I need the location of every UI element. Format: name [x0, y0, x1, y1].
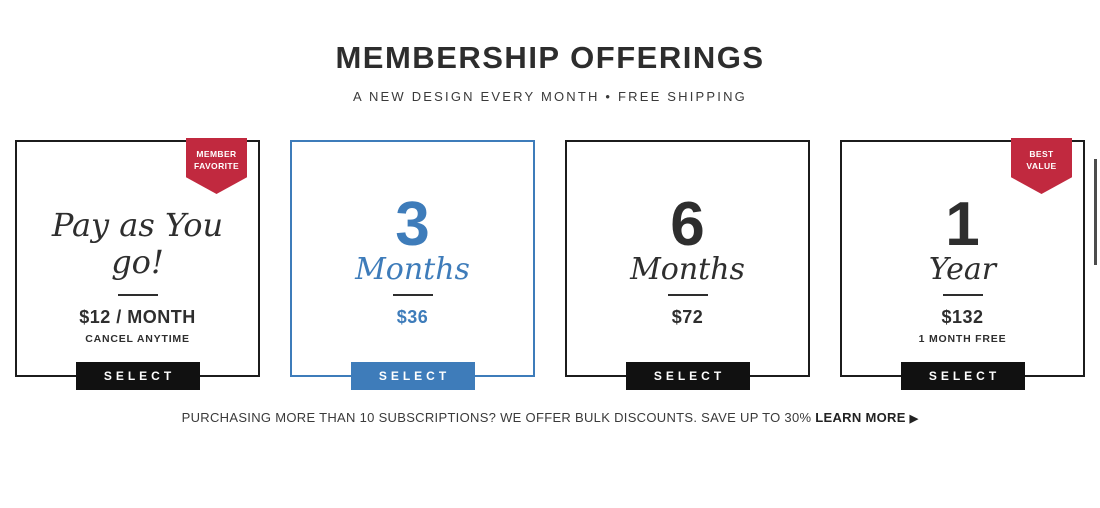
- plan-cards-row: MEMBER FAVORITE Pay as You go! $12 / MON…: [0, 138, 1100, 390]
- learn-more-label: LEARN MORE: [815, 410, 906, 425]
- plan-price: $36: [396, 307, 429, 327]
- plan-card-3-months: 3 Months $36 SELECT: [290, 140, 535, 390]
- plan-unit: Months: [630, 252, 745, 287]
- divider: [117, 294, 158, 296]
- plan-title-line2: go!: [111, 243, 164, 282]
- page-header: MEMBERSHIP OFFERINGS A NEW DESIGN EVERY …: [0, 0, 1100, 103]
- select-button-1-year[interactable]: SELECT: [900, 362, 1025, 390]
- badge-label-line2: VALUE: [1026, 160, 1057, 171]
- scrollbar-thumb[interactable]: [1094, 159, 1097, 265]
- plan-unit: Year: [928, 252, 997, 287]
- plan-title-line1: Pay as You: [51, 205, 224, 244]
- plan-price: $132: [941, 307, 984, 327]
- plan-card-6-months: 6 Months $72 SELECT: [565, 140, 810, 390]
- divider: [942, 294, 983, 296]
- divider: [667, 294, 708, 296]
- bulk-discount-text: PURCHASING MORE THAN 10 SUBSCRIPTIONS? W…: [181, 410, 812, 425]
- plan-note: CANCEL ANYTIME: [85, 333, 190, 345]
- learn-more-link[interactable]: LEARN MORE ▶: [815, 410, 918, 425]
- select-button-3-months[interactable]: SELECT: [350, 362, 475, 390]
- badge-label-line2: FAVORITE: [193, 160, 240, 171]
- plan-price: $12 / MONTH: [79, 307, 196, 327]
- plan-quantity: 1: [945, 189, 980, 259]
- badge-label-line1: BEST: [1029, 149, 1054, 159]
- plan-card-1-year: BEST VALUE 1 Year $132 1 MONTH FREE SELE…: [840, 138, 1085, 390]
- select-button-pay-as-you-go[interactable]: SELECT: [75, 362, 200, 390]
- right-arrow-icon: ▶: [909, 413, 919, 425]
- divider: [392, 294, 433, 296]
- plan-unit: Months: [355, 252, 470, 287]
- plan-card-pay-as-you-go: MEMBER FAVORITE Pay as You go! $12 / MON…: [15, 138, 260, 390]
- plan-title-script: Pay as You go!: [51, 205, 224, 289]
- plan-quantity: 3: [395, 189, 430, 259]
- bulk-discount-note: PURCHASING MORE THAN 10 SUBSCRIPTIONS? W…: [0, 411, 1100, 425]
- select-button-6-months[interactable]: SELECT: [625, 362, 750, 390]
- plan-quantity: 6: [670, 189, 705, 259]
- page-title: MEMBERSHIP OFFERINGS: [335, 40, 765, 75]
- plan-note: 1 MONTH FREE: [918, 333, 1007, 345]
- plan-price: $72: [671, 307, 704, 327]
- badge-label-line1: MEMBER: [196, 149, 237, 159]
- page-subtitle: A NEW DESIGN EVERY MONTH • FREE SHIPPING: [352, 89, 747, 104]
